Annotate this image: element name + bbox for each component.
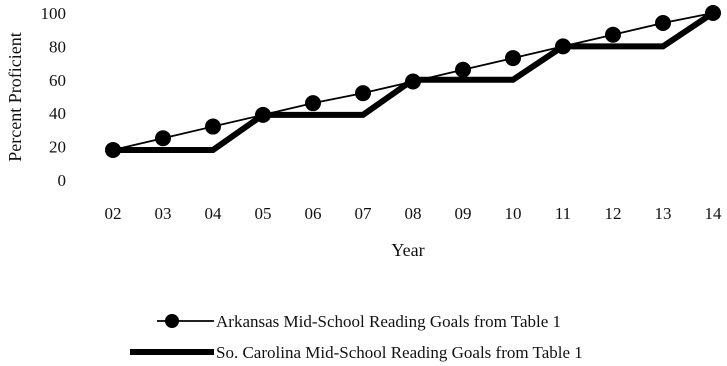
y-tick-label: 20 — [49, 138, 66, 157]
legend-marker-arkansas — [165, 314, 179, 328]
y-tick-label: 0 — [58, 171, 67, 190]
data-point-arkansas — [105, 141, 121, 158]
data-point-arkansas — [505, 50, 521, 67]
x-tick-label: 10 — [505, 204, 522, 223]
legend: Arkansas Mid-School Reading Goals from T… — [130, 312, 583, 362]
y-tick-labels: 0 20 40 60 80 100 — [41, 4, 67, 190]
legend-label-south-carolina: So. Carolina Mid-School Reading Goals fr… — [216, 343, 583, 362]
data-point-arkansas — [555, 38, 571, 55]
x-tick-label: 03 — [155, 204, 172, 223]
x-tick-label: 07 — [355, 204, 373, 223]
data-point-arkansas — [605, 26, 621, 43]
data-point-arkansas — [705, 5, 721, 21]
legend-item-south-carolina: So. Carolina Mid-School Reading Goals fr… — [130, 343, 583, 362]
data-point-arkansas — [205, 118, 221, 135]
data-point-arkansas — [155, 130, 171, 147]
data-point-arkansas — [355, 85, 371, 102]
y-tick-label: 60 — [49, 71, 66, 90]
x-tick-label: 05 — [255, 204, 272, 223]
x-tick-label: 13 — [655, 204, 672, 223]
x-axis-label: Year — [391, 240, 424, 260]
data-point-arkansas — [305, 95, 321, 112]
x-tick-label: 09 — [455, 204, 472, 223]
x-tick-label: 12 — [605, 204, 622, 223]
x-tick-labels: 02 03 04 05 06 07 08 09 10 11 12 13 14 — [105, 204, 723, 223]
data-point-arkansas — [655, 15, 671, 32]
y-tick-label: 100 — [41, 4, 67, 23]
data-point-arkansas — [405, 73, 421, 90]
data-point-arkansas — [455, 61, 471, 78]
x-tick-label: 02 — [105, 204, 122, 223]
x-tick-label: 04 — [205, 204, 223, 223]
y-axis-label: Percent Proficient — [5, 32, 25, 161]
y-tick-label: 80 — [49, 37, 66, 56]
y-tick-label: 40 — [49, 104, 66, 123]
plot-area — [105, 5, 721, 158]
x-tick-label: 08 — [405, 204, 422, 223]
x-tick-label: 06 — [305, 204, 322, 223]
legend-label-arkansas: Arkansas Mid-School Reading Goals from T… — [216, 312, 561, 331]
data-point-arkansas — [255, 106, 271, 123]
x-tick-label: 14 — [705, 204, 723, 223]
legend-item-arkansas: Arkansas Mid-School Reading Goals from T… — [157, 312, 561, 331]
x-tick-label: 11 — [555, 204, 571, 223]
